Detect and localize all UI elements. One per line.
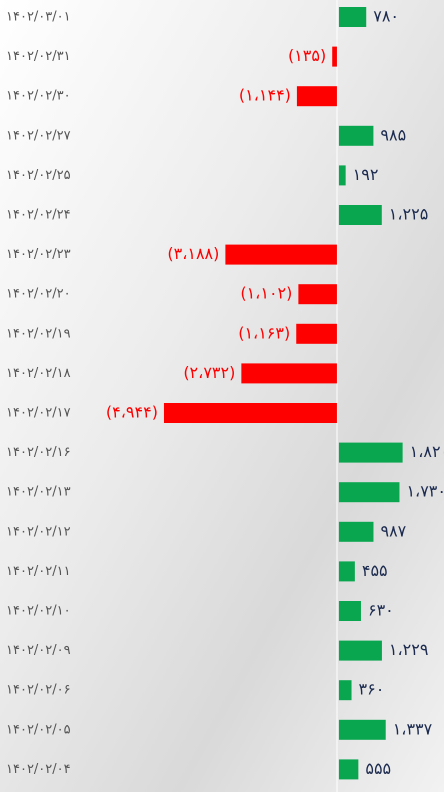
value-label: (۳،۱۸۸)	[167, 244, 219, 263]
value-label: (۱،۱۴۴)	[239, 86, 291, 105]
date-label: ۱۴۰۲/۰۲/۰۹	[6, 643, 71, 658]
date-label: ۱۴۰۲/۰۲/۰۴	[6, 762, 71, 777]
date-label: ۱۴۰۲/۰۲/۱۱	[6, 564, 71, 579]
date-label: ۱۴۰۲/۰۲/۲۵	[6, 168, 71, 183]
date-label: ۱۴۰۲/۰۲/۰۵	[6, 722, 71, 737]
date-label: ۱۴۰۲/۰۳/۰۱	[6, 10, 71, 25]
value-label: ۱،۲۲۹	[389, 640, 429, 659]
value-label: ۶۳۰	[368, 601, 394, 620]
date-label: ۱۴۰۲/۰۲/۱۰	[6, 604, 71, 619]
date-label: ۱۴۰۲/۰۲/۲۴	[6, 208, 71, 223]
date-label: ۱۴۰۲/۰۲/۰۶	[6, 683, 71, 698]
value-label: ۱،۷۳۰	[406, 482, 444, 501]
value-label: ۱،۸۲۰	[410, 442, 444, 461]
bar	[339, 482, 400, 502]
bar	[241, 363, 337, 383]
bar	[339, 759, 358, 779]
value-label: ۷۸۰	[373, 7, 399, 26]
bar	[339, 641, 382, 661]
background	[0, 0, 444, 792]
value-label: ۹۸۵	[380, 125, 406, 144]
date-label: ۱۴۰۲/۰۲/۱۸	[6, 366, 71, 381]
bar	[339, 522, 374, 542]
bar	[339, 720, 386, 740]
date-label: ۱۴۰۲/۰۲/۳۱	[6, 49, 71, 64]
value-label: (۲،۷۳۲)	[183, 363, 235, 382]
bar	[298, 284, 337, 304]
date-label: ۱۴۰۲/۰۲/۲۷	[6, 128, 71, 143]
bar	[332, 47, 337, 67]
value-label: (۱،۱۶۳)	[238, 323, 290, 342]
bar	[339, 443, 403, 463]
bar	[164, 403, 337, 423]
bar	[339, 7, 366, 27]
bar	[339, 205, 382, 225]
bar	[339, 165, 346, 185]
value-label: ۱،۳۳۷	[393, 719, 433, 738]
date-label: ۱۴۰۲/۰۲/۱۲	[6, 524, 71, 539]
bar	[225, 245, 337, 265]
bar	[339, 680, 352, 700]
value-label: ۹۸۷	[380, 521, 406, 540]
bar	[339, 561, 355, 581]
value-label: ۱۹۲	[353, 165, 379, 184]
value-label: ۳۶۰	[359, 680, 385, 699]
bar	[339, 601, 361, 621]
date-label: ۱۴۰۲/۰۲/۲۳	[6, 247, 71, 262]
value-label: ۱،۲۲۵	[389, 205, 429, 224]
chart: ۱۴۰۲/۰۳/۰۱ ۷۸۰ ۱۴۰۲/۰۲/۳۱ (۱۳۵) ۱۴۰۲/۰۲/۳۰ (۱…	[0, 0, 444, 792]
value-label: (۱۳۵)	[288, 46, 326, 65]
date-label: ۱۴۰۲/۰۲/۳۰	[6, 89, 71, 104]
date-label: ۱۴۰۲/۰۲/۲۰	[6, 287, 71, 302]
date-label: ۱۴۰۲/۰۲/۱۹	[6, 326, 71, 341]
date-label: ۱۴۰۲/۰۲/۱۷	[6, 406, 71, 421]
bar	[297, 86, 337, 106]
value-label: (۴،۹۴۴)	[106, 403, 158, 422]
bar	[296, 324, 337, 344]
page: ۱۴۰۲/۰۳/۰۱ ۷۸۰ ۱۴۰۲/۰۲/۳۱ (۱۳۵) ۱۴۰۲/۰۲/۳۰ (۱…	[0, 0, 444, 792]
bar	[339, 126, 373, 146]
value-label: ۵۵۵	[365, 759, 391, 778]
value-label: ۴۵۵	[362, 561, 388, 580]
date-label: ۱۴۰۲/۰۲/۱۳	[6, 485, 71, 500]
value-label: (۱،۱۰۲)	[240, 284, 292, 303]
date-label: ۱۴۰۲/۰۲/۱۶	[6, 445, 71, 460]
